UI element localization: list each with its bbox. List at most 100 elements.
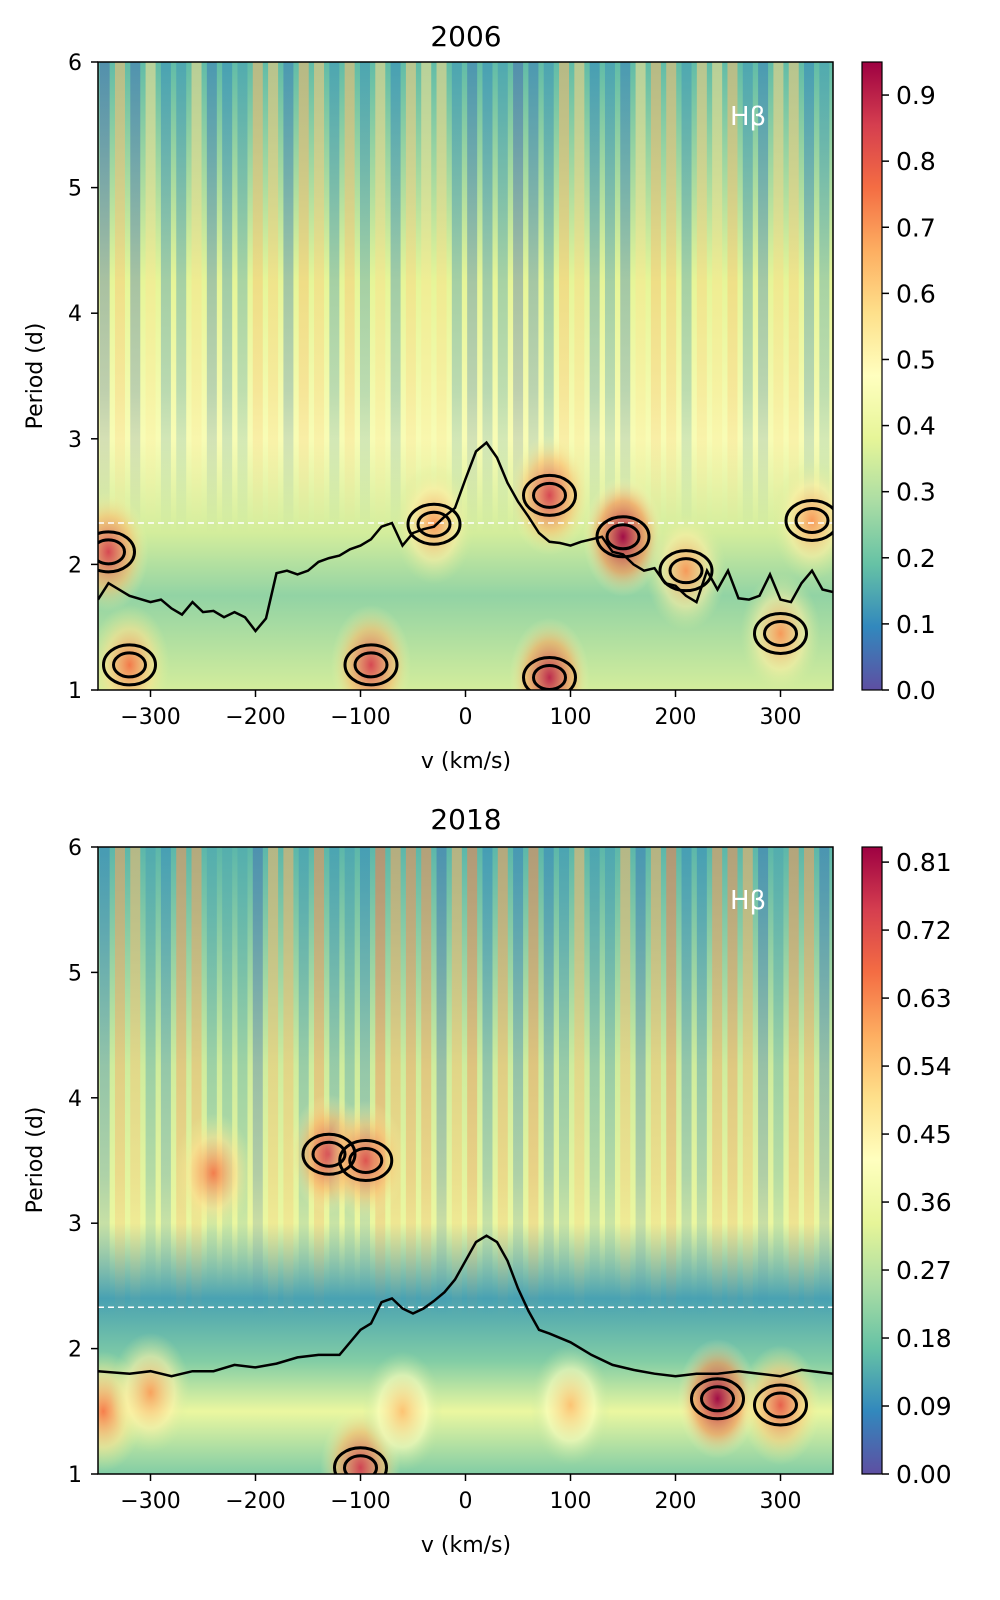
heatmap-streak [405,847,416,1318]
x-tick-label: 0 [459,1489,473,1514]
x-tick-label: −300 [120,705,180,730]
contour [658,549,714,593]
heatmap-streak [436,62,447,533]
heatmap-streak [237,62,248,533]
heatmap-streak [114,847,125,1318]
heatmap-streak [206,62,217,533]
heatmap-streak [559,847,570,1318]
contour [311,1140,347,1168]
heatmap-streak [574,62,585,533]
y-axis-title: Period (d) [23,323,48,430]
colorbar-tick-label: 0.3 [896,478,936,507]
heatmap-streak [696,62,707,533]
heatmap-streak [758,62,769,533]
heatmap-streak [727,847,738,1318]
line-annotation: Hβ [730,102,766,132]
colorbar-gradient [861,846,883,1475]
heatmap-streak [359,62,370,533]
colorbar-tick-label: 0.2 [896,544,936,573]
contour [343,643,399,687]
heatmap-streak [604,62,615,533]
heatmap-streak [252,62,263,533]
heatmap-streak [451,847,462,1318]
contour [338,1139,394,1182]
heatmap-streak [252,847,263,1318]
colorbar-tick-label: 0.5 [896,345,936,374]
heatmap-streak [268,847,279,1318]
x-tick-label: 200 [655,705,697,730]
heatmap-streak [130,847,141,1318]
heatmap-streak [222,62,233,533]
heatmap-streak [804,62,815,533]
contour [301,1132,357,1176]
x-tick-label: 100 [550,705,592,730]
heatmap-streak [451,62,462,533]
y-axis-title: Period (d) [23,1107,48,1214]
heatmap-streak [421,847,432,1318]
heatmap-streak [160,62,171,533]
heatmap-streak [130,62,141,533]
y-tick-label: 6 [68,836,82,861]
heatmap-streak [390,62,401,533]
heatmap-streak [344,62,355,533]
heatmap-streak [405,62,416,533]
y-tick-label: 5 [68,961,82,986]
x-tick-label: −300 [120,1489,180,1514]
heatmap-hotspot [583,476,663,597]
overlay-series [98,1132,833,1474]
heatmap-streak [191,847,202,1318]
heatmap-streak [650,62,661,533]
heatmap-streak [176,62,187,533]
x-tick-label: 300 [760,1489,802,1514]
contour [98,538,126,566]
y-tick-label: 2 [68,553,82,578]
contour [522,473,577,517]
x-tick-label: 200 [655,1489,697,1514]
y-tick-label: 5 [68,177,82,202]
contour [753,1383,808,1427]
heatmap-surface [98,847,833,1474]
contour [112,651,147,679]
heatmap-streak [589,62,600,533]
heatmap-hotspot [173,1113,254,1234]
heatmap-hotspot [772,460,833,581]
heatmap-streak [712,62,723,533]
heatmap-streak [436,847,447,1318]
heatmap-streak [773,62,784,533]
colorbar-gradient [861,61,883,691]
x-axis-ticks: −300 −200 −100 0 100 200 300 [120,690,802,730]
colorbar-tick-label: 0.54 [896,1052,952,1081]
heatmap-streak [681,62,692,533]
x-tick-label: −200 [225,705,285,730]
heatmap-streak [543,62,554,533]
heatmap-streak [528,62,539,533]
y-tick-label: 4 [68,1087,82,1112]
profile-line [98,1234,833,1378]
contour [406,502,462,546]
heatmap-hotspot [740,573,821,690]
heatmap-hotspot [509,435,590,556]
heatmap-streak [635,62,646,533]
colorbar-tick-label: 0.36 [896,1188,952,1217]
heatmap-streak [635,847,646,1318]
heatmap-streak [114,62,125,533]
x-tick-label: 300 [760,705,802,730]
heatmap-streak [788,62,799,533]
heatmap-streak [206,847,217,1318]
colorbar: 0.00 0.09 0.18 0.27 0.36 0.45 0.54 0.63 0.72 0.81 [861,846,952,1489]
x-tick-label: 0 [459,705,473,730]
heatmap-streak [819,847,830,1318]
x-axis-title: v (km/s) [421,749,511,774]
heatmap-streak [620,62,631,533]
x-tick-label: −100 [330,1489,390,1514]
overlay-series [98,440,833,690]
contour [784,498,833,542]
heatmap-streak [160,847,171,1318]
heatmap-streak [758,847,769,1318]
heatmap-streak [99,847,110,1318]
line-annotation: Hβ [730,886,766,916]
y-tick-label: 1 [68,679,82,704]
heatmap-streak [543,847,554,1318]
heatmap-streak [359,847,370,1318]
heatmap-hotspot [331,604,411,690]
